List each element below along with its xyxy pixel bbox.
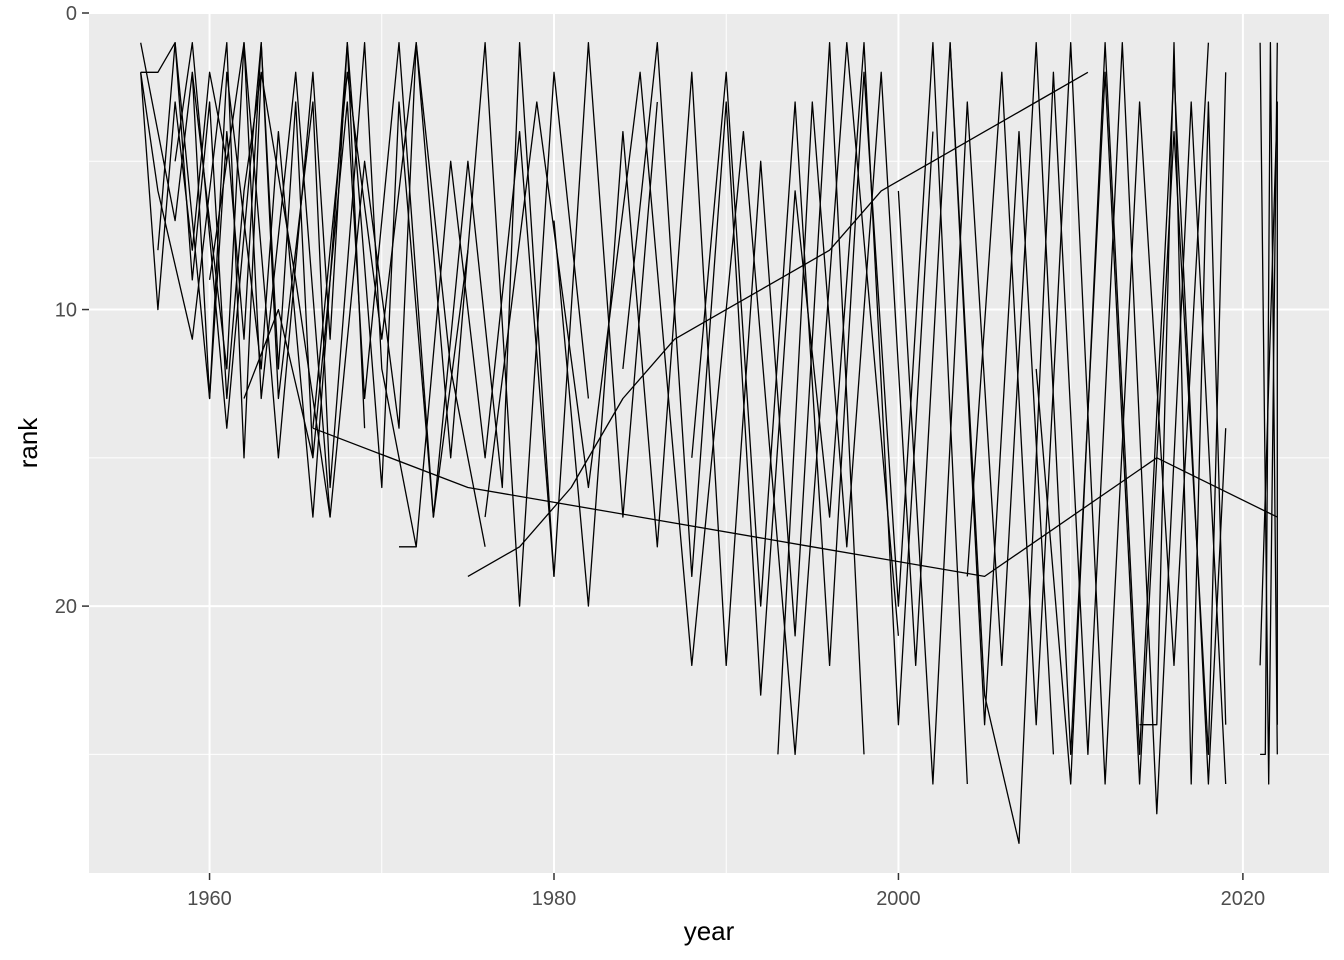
x-tick-label: 1980: [532, 888, 577, 910]
series-line: [484, 42, 900, 756]
x-tick-label: 1960: [187, 888, 232, 910]
series-line: [1035, 42, 1227, 785]
series-line: [553, 42, 865, 755]
series-line: [897, 42, 1227, 785]
series-line: [312, 42, 590, 607]
series-line: [691, 42, 968, 785]
series-lines: [140, 42, 1278, 844]
y-tick-label: 0: [66, 3, 77, 25]
series-line: [399, 42, 658, 578]
y-axis: 0 10 20: [55, 3, 89, 618]
series-line: [1259, 101, 1278, 725]
y-axis-title: rank: [13, 417, 43, 469]
series-line: [191, 42, 469, 518]
y-tick-label: 20: [55, 596, 77, 618]
plot-panel: [89, 13, 1329, 873]
series-line: [157, 42, 366, 518]
series-line: [140, 42, 331, 518]
series-line: [1139, 42, 1227, 785]
major-gridlines: [89, 12, 1329, 873]
x-tick-label: 2020: [1221, 888, 1266, 910]
series-line: [140, 71, 228, 311]
series-line: [622, 42, 934, 726]
minor-gridlines: [89, 13, 1329, 873]
series-line: [140, 42, 262, 400]
series-line: [1259, 42, 1278, 785]
series-line: [949, 42, 1227, 844]
x-axis-title: year: [684, 916, 735, 946]
series-line: [174, 42, 417, 547]
series-line: [208, 42, 486, 547]
series-line: [467, 71, 1089, 577]
y-tick-label: 10: [55, 300, 77, 322]
series-line: [243, 42, 555, 577]
x-tick-label: 2000: [876, 888, 921, 910]
x-axis: 1960 1980 2000 2020: [187, 873, 1265, 910]
series-line: [777, 42, 1055, 755]
